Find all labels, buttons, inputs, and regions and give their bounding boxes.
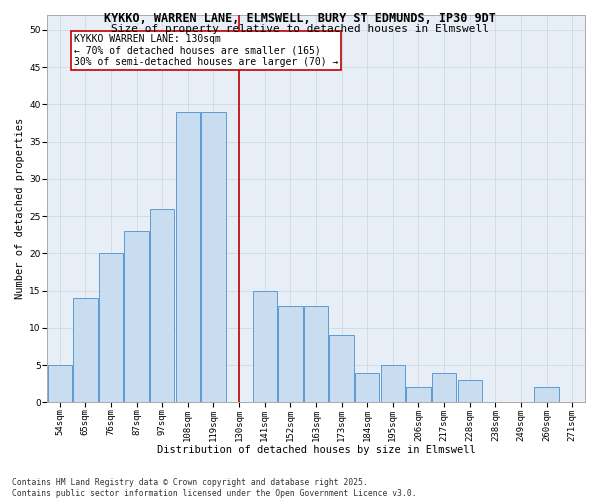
Bar — [201, 112, 226, 403]
Bar — [355, 372, 379, 402]
Text: KYKKO, WARREN LANE, ELMSWELL, BURY ST EDMUNDS, IP30 9DT: KYKKO, WARREN LANE, ELMSWELL, BURY ST ED… — [104, 12, 496, 26]
X-axis label: Distribution of detached houses by size in Elmswell: Distribution of detached houses by size … — [157, 445, 475, 455]
Bar — [304, 306, 328, 402]
Bar — [150, 208, 175, 402]
Bar — [176, 112, 200, 403]
Bar — [73, 298, 98, 403]
Text: Contains HM Land Registry data © Crown copyright and database right 2025.
Contai: Contains HM Land Registry data © Crown c… — [12, 478, 416, 498]
Bar — [124, 231, 149, 402]
Bar — [380, 365, 405, 403]
Bar — [406, 388, 431, 402]
Text: KYKKO WARREN LANE: 130sqm
← 70% of detached houses are smaller (165)
30% of semi: KYKKO WARREN LANE: 130sqm ← 70% of detac… — [74, 34, 338, 67]
Bar — [432, 372, 456, 402]
Bar — [99, 254, 123, 402]
Bar — [458, 380, 482, 402]
Bar — [535, 388, 559, 402]
Bar — [253, 290, 277, 403]
Bar — [47, 365, 72, 403]
Bar — [278, 306, 302, 402]
Text: Size of property relative to detached houses in Elmswell: Size of property relative to detached ho… — [111, 24, 489, 34]
Bar — [329, 336, 354, 402]
Y-axis label: Number of detached properties: Number of detached properties — [15, 118, 25, 300]
